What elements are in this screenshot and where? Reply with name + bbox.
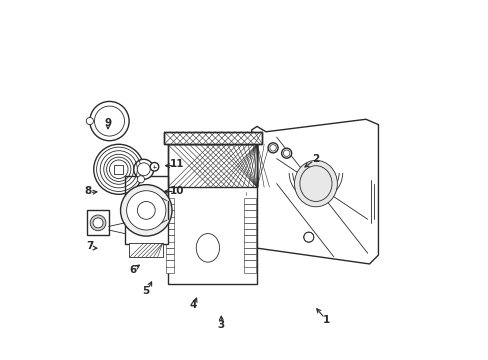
Text: 6: 6 (129, 265, 136, 275)
Text: 1: 1 (323, 315, 329, 325)
Polygon shape (251, 119, 378, 264)
Bar (129, 243, 163, 257)
Circle shape (90, 215, 106, 231)
Bar (124, 176, 167, 244)
Bar (244, 204, 255, 210)
Circle shape (267, 143, 278, 153)
Bar (165, 235, 173, 242)
Bar (165, 198, 173, 204)
Circle shape (137, 176, 144, 183)
Text: 7: 7 (86, 241, 94, 251)
Bar (244, 198, 255, 204)
Bar (165, 254, 173, 260)
Bar (244, 242, 255, 248)
Bar (244, 235, 255, 242)
Circle shape (303, 232, 313, 242)
Text: 4: 4 (189, 300, 196, 310)
Circle shape (93, 218, 103, 228)
Circle shape (137, 163, 150, 176)
Bar (244, 223, 255, 229)
Circle shape (150, 162, 159, 171)
Bar (165, 229, 173, 235)
Text: 8: 8 (84, 186, 91, 196)
Bar (87, 210, 108, 235)
Bar (165, 216, 173, 223)
Circle shape (126, 191, 165, 230)
Bar (165, 204, 173, 210)
Text: 2: 2 (312, 154, 319, 163)
Bar (244, 216, 255, 223)
Text: 10: 10 (169, 186, 183, 197)
Text: 3: 3 (217, 320, 224, 330)
Bar (165, 260, 173, 267)
Ellipse shape (294, 160, 337, 207)
Bar (165, 223, 173, 229)
Bar (244, 266, 255, 273)
Bar (165, 210, 173, 217)
Bar (165, 248, 173, 254)
Bar (114, 165, 123, 174)
Bar (167, 144, 257, 284)
Bar (244, 210, 255, 217)
Bar (165, 266, 173, 273)
Text: 5: 5 (142, 286, 150, 296)
Text: 11: 11 (169, 159, 183, 169)
Bar (167, 144, 257, 187)
Bar (244, 260, 255, 267)
Ellipse shape (196, 234, 219, 262)
Bar (244, 248, 255, 254)
Bar (164, 132, 262, 144)
Text: 9: 9 (104, 118, 111, 128)
Bar (244, 254, 255, 260)
Circle shape (137, 202, 155, 219)
Circle shape (134, 159, 153, 179)
Circle shape (121, 185, 172, 236)
Circle shape (86, 117, 93, 125)
Bar (244, 229, 255, 235)
Bar (164, 132, 262, 144)
Bar (165, 242, 173, 248)
Circle shape (281, 148, 291, 158)
